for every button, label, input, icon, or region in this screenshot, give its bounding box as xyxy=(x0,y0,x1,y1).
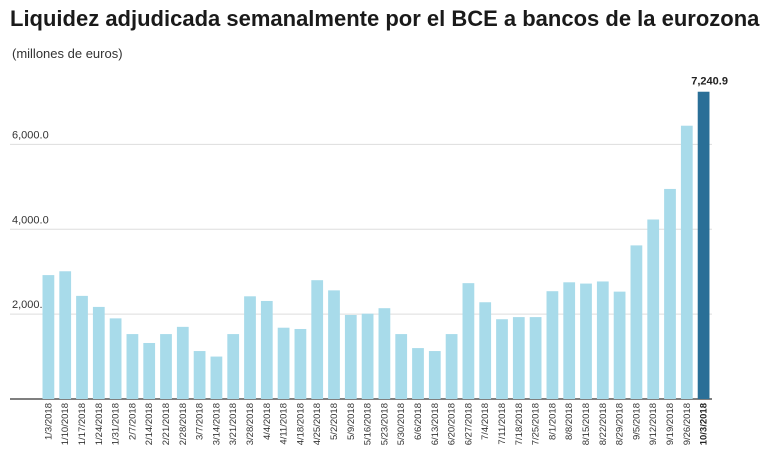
x-tick-label: 6/6/2018 xyxy=(413,403,424,440)
bar xyxy=(580,283,592,399)
x-tick-label: 1/3/2018 xyxy=(43,403,54,440)
x-tick-label: 6/20/2018 xyxy=(447,403,458,445)
bar xyxy=(193,351,206,399)
bar xyxy=(260,300,273,399)
x-tick-label: 4/4/2018 xyxy=(262,403,273,440)
x-tick-label: 9/26/2018 xyxy=(682,403,693,445)
x-tick-label: 5/23/2018 xyxy=(379,403,390,445)
bar xyxy=(311,280,324,399)
bar xyxy=(428,351,441,399)
x-tick-label: 9/12/2018 xyxy=(648,403,659,445)
x-tick-label: 2/7/2018 xyxy=(127,403,138,440)
bar xyxy=(92,306,105,399)
bar xyxy=(361,313,374,399)
bar xyxy=(244,296,256,399)
x-tick-label: 3/14/2018 xyxy=(211,403,222,445)
x-tick-label: 5/2/2018 xyxy=(329,403,340,440)
x-tick-label: 3/21/2018 xyxy=(228,403,239,445)
x-tick-label: 5/30/2018 xyxy=(396,403,407,445)
bar xyxy=(160,334,172,399)
x-tick-label: 5/9/2018 xyxy=(346,403,357,440)
category-labels: 1/3/2018 1/10/2018 1/17/2018 1/24/2018 1/31/… xyxy=(43,76,728,446)
bar xyxy=(596,281,609,399)
bar xyxy=(227,334,240,399)
x-tick-label: 4/18/2018 xyxy=(295,403,306,445)
data-label: 7,240.9 xyxy=(691,76,728,88)
x-tick-label: 4/11/2018 xyxy=(279,403,290,445)
x-tick-label: 5/16/2018 xyxy=(363,403,374,445)
x-tick-label: 6/13/2018 xyxy=(430,403,441,445)
bar xyxy=(613,291,626,399)
x-tick-label: 9/5/2018 xyxy=(631,403,642,440)
x-tick-label: 8/1/2018 xyxy=(547,403,558,440)
x-tick-label: 7/25/2018 xyxy=(531,403,542,445)
bar xyxy=(697,91,710,399)
bar xyxy=(445,334,458,399)
bar xyxy=(76,295,88,399)
chart-subtitle: (millones de euros) xyxy=(12,46,123,61)
bar xyxy=(344,314,357,399)
x-tick-label: 4/25/2018 xyxy=(312,403,323,445)
x-tick-label: 6/27/2018 xyxy=(463,403,474,445)
bar xyxy=(109,318,122,399)
bar xyxy=(378,308,391,399)
bar xyxy=(126,334,139,399)
bar xyxy=(630,245,643,399)
bar xyxy=(59,271,72,399)
x-tick-label: 3/7/2018 xyxy=(195,403,206,440)
y-tick-label: 6,000.0 xyxy=(12,129,49,141)
bar xyxy=(664,188,676,399)
x-tick-label: 8/29/2018 xyxy=(615,403,626,445)
bar xyxy=(277,327,290,399)
x-tick-label: 8/22/2018 xyxy=(598,403,609,445)
bar xyxy=(210,356,223,399)
x-tick-label: 2/14/2018 xyxy=(144,403,155,445)
x-tick-label: 1/31/2018 xyxy=(111,403,122,445)
x-tick-label: 1/24/2018 xyxy=(94,403,105,445)
bar xyxy=(294,328,307,399)
x-tick-label: 1/17/2018 xyxy=(77,403,88,445)
bar xyxy=(496,319,508,399)
x-tick-label: 7/4/2018 xyxy=(480,403,491,440)
bar xyxy=(462,283,475,399)
bar xyxy=(529,317,542,399)
x-tick-label: 3/28/2018 xyxy=(245,403,256,445)
bars xyxy=(42,91,710,399)
bar xyxy=(395,334,408,399)
x-tick-label: 8/8/2018 xyxy=(564,403,575,440)
bar xyxy=(563,282,576,399)
x-tick-label: 1/10/2018 xyxy=(60,403,71,445)
x-tick-label: 2/21/2018 xyxy=(161,403,172,445)
bar xyxy=(412,348,424,399)
bar xyxy=(512,317,525,399)
x-tick-label: 2/28/2018 xyxy=(178,403,189,445)
bar xyxy=(143,342,156,399)
x-tick-label: 10/3/2018 xyxy=(699,403,710,445)
bar xyxy=(176,326,189,399)
chart-title: Liquidez adjudicada semanalmente por el … xyxy=(10,6,760,31)
x-tick-label: 9/19/2018 xyxy=(665,403,676,445)
y-tick-label: 4,000.0 xyxy=(12,214,49,226)
y-tick-label: 2,000.0 xyxy=(12,299,49,311)
bar xyxy=(546,291,559,399)
x-tick-label: 7/11/2018 xyxy=(497,403,508,445)
x-tick-label: 8/15/2018 xyxy=(581,403,592,445)
bar xyxy=(680,125,693,399)
bar xyxy=(479,302,492,399)
bar xyxy=(328,290,340,399)
x-tick-label: 7/18/2018 xyxy=(514,403,525,445)
bar xyxy=(647,219,660,399)
bar xyxy=(42,275,55,399)
